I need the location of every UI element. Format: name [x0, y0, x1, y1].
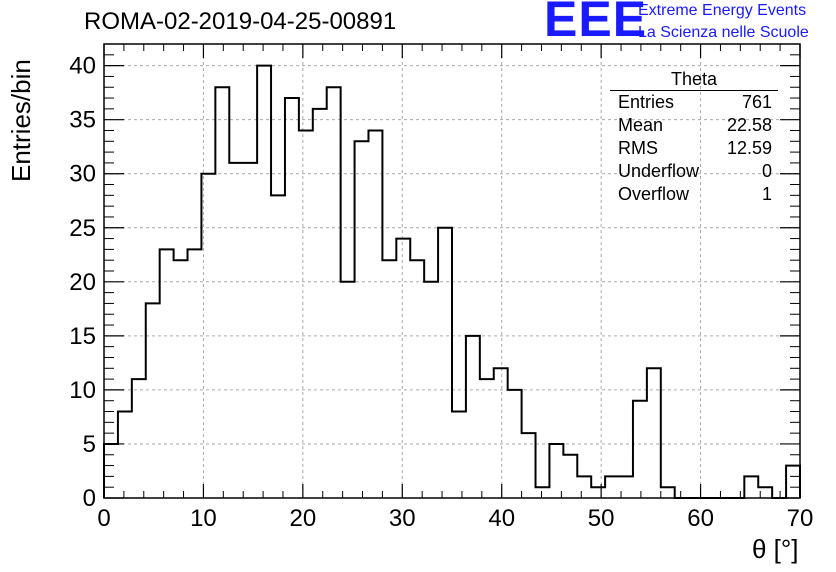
- histogram-series: [103, 64, 801, 499]
- chart-title: ROMA-02-2019-04-25-00891: [84, 8, 397, 35]
- histogram-bin: [508, 390, 522, 498]
- stats-label: Overflow: [618, 184, 690, 204]
- histogram-bin: [201, 174, 215, 498]
- x-tick-label: 10: [190, 505, 217, 532]
- stats-value: 1: [761, 184, 772, 204]
- logo-line-2: La Scienza nelle Scuole: [638, 24, 809, 41]
- histogram-bin: [299, 130, 313, 498]
- histogram-bin: [243, 163, 257, 498]
- y-tick-label: 0: [83, 485, 96, 512]
- plot-frame: [103, 43, 801, 499]
- histogram-bin: [494, 368, 508, 498]
- x-tick-label: 50: [588, 505, 615, 532]
- histogram-bin: [285, 98, 299, 498]
- stats-box: Theta Entries 761 Mean 22.58 RMS 12.59 U…: [610, 68, 778, 206]
- histogram-bin: [132, 379, 146, 498]
- stats-row-overflow: Overflow 1: [610, 183, 778, 206]
- histogram-line: [103, 64, 801, 499]
- stats-label: Mean: [618, 115, 664, 135]
- stats-row-mean: Mean 22.58: [610, 114, 778, 137]
- stats-row-rms: RMS 12.59: [610, 137, 778, 160]
- y-tick-label: 20: [69, 269, 96, 296]
- x-tick-label: 30: [389, 505, 416, 532]
- histogram-bin: [605, 476, 619, 498]
- stats-value: 12.59: [726, 138, 772, 158]
- histogram-bin: [563, 455, 577, 498]
- histogram-bin: [522, 433, 536, 498]
- histogram-bin: [549, 444, 563, 498]
- histogram-bin: [396, 239, 410, 498]
- histogram-bin: [466, 336, 480, 498]
- stats-label: Entries: [618, 92, 675, 112]
- x-tick-label: 20: [290, 505, 317, 532]
- histogram-bin: [661, 487, 675, 498]
- x-tick-label: 0: [97, 505, 110, 532]
- stats-value: 761: [741, 92, 772, 112]
- stats-title: Theta: [610, 68, 778, 91]
- histogram-bin: [786, 466, 800, 498]
- histogram-bin: [744, 476, 758, 498]
- histogram-bin: [591, 487, 605, 498]
- y-tick-label: 5: [83, 431, 96, 458]
- histogram-bin: [382, 260, 396, 498]
- histogram-bin: [355, 141, 369, 498]
- stats-row-entries: Entries 761: [610, 91, 778, 114]
- histogram-bin: [438, 228, 452, 498]
- histogram-bin: [313, 109, 327, 498]
- histogram-bin: [160, 249, 174, 498]
- histogram-bin: [341, 282, 355, 498]
- eee-logo: EEE: [544, 0, 648, 47]
- histogram-bin: [633, 401, 647, 498]
- y-tick-label: 25: [69, 215, 96, 242]
- y-tick-label: 35: [69, 107, 96, 134]
- logo-line-1: Extreme Energy Events: [638, 2, 807, 19]
- stats-label: RMS: [618, 138, 658, 158]
- y-tick-label: 15: [69, 323, 96, 350]
- histogram-bin: [271, 195, 285, 498]
- histogram-bin: [188, 249, 202, 498]
- stats-label: Underflow: [618, 161, 700, 181]
- x-tick-label: 70: [787, 505, 814, 532]
- histogram-bin: [410, 260, 424, 498]
- histogram-bin: [229, 163, 243, 498]
- stats-value: 22.58: [726, 115, 772, 135]
- histogram-bin: [577, 476, 591, 498]
- histogram-bin: [424, 282, 438, 498]
- histogram-bin: [536, 487, 550, 498]
- stats-value: 0: [761, 161, 772, 181]
- histogram-bin: [647, 368, 661, 498]
- histogram-bin: [104, 444, 118, 498]
- y-tick-label: 10: [69, 377, 96, 404]
- histogram-bin: [215, 87, 229, 498]
- histogram-bin: [480, 379, 494, 498]
- x-tick-label: 40: [488, 505, 515, 532]
- stats-row-underflow: Underflow 0: [610, 160, 778, 183]
- y-tick-label: 30: [69, 161, 96, 188]
- y-axis-label: Entries/bin: [6, 59, 36, 182]
- histogram-bin: [327, 87, 341, 498]
- histogram-bin: [452, 412, 466, 498]
- histogram-bin: [146, 303, 160, 498]
- histogram-bin: [257, 66, 271, 498]
- y-tick-label: 40: [69, 53, 96, 80]
- histogram-bin: [368, 130, 382, 498]
- x-axis-label: θ [°]: [752, 534, 799, 564]
- histogram-bin: [118, 412, 132, 498]
- histogram-bin: [174, 260, 188, 498]
- x-tick-label: 60: [687, 505, 714, 532]
